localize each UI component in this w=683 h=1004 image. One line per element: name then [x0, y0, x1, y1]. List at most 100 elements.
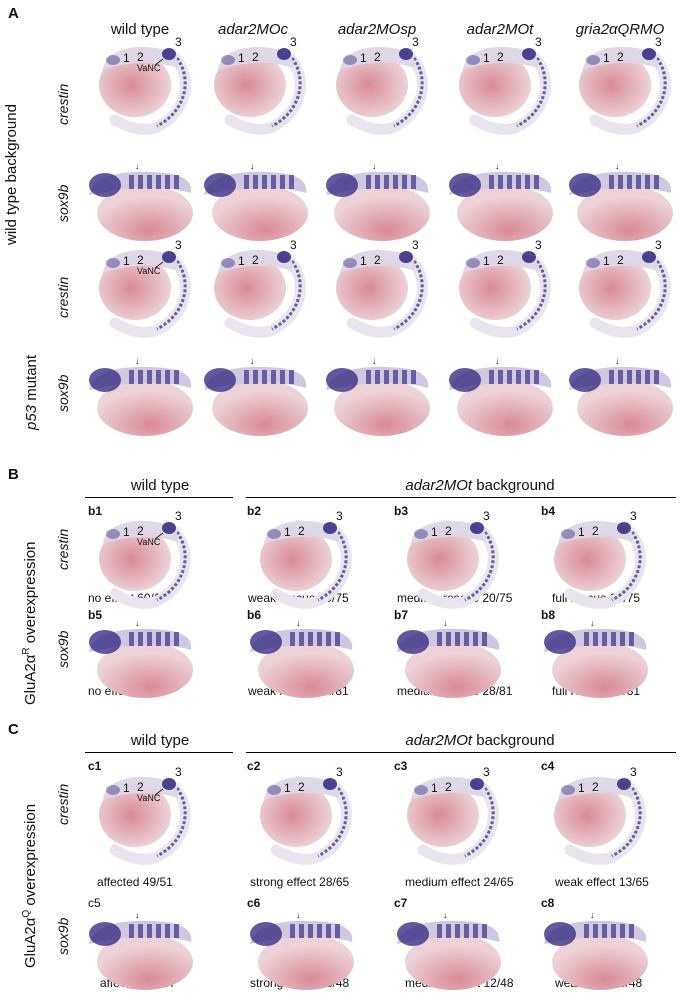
embryo-head: [558, 520, 634, 544]
background-word: background: [472, 477, 555, 494]
embryo-yolk: [212, 380, 308, 436]
embryo-yolk: [260, 783, 332, 847]
stream-label-n3: 3: [535, 238, 542, 252]
stain-somite: [156, 924, 161, 938]
crestin-embryo-image: 1 2 3: [579, 238, 671, 338]
arrow-marker: ↓: [296, 618, 301, 628]
stain-stream-3: [162, 251, 176, 263]
subpanel-b5: b5: [88, 608, 103, 622]
stain-head: [326, 368, 358, 392]
stream-label-n3: 3: [175, 765, 182, 779]
arrow-marker: ↓: [135, 161, 140, 171]
subpanel-b6: b6: [247, 608, 262, 622]
stain-somite: [174, 632, 179, 646]
arrow-marker: ↓: [495, 161, 500, 171]
stain-somite: [411, 370, 416, 384]
stain-somite: [437, 632, 442, 646]
stain-head: [267, 529, 281, 539]
section-c-side-label: GluA2αQ overexpression: [21, 804, 39, 968]
subpanel-b8: b8: [541, 608, 556, 622]
embryo-head: [340, 249, 416, 273]
embryo-yolk: [260, 527, 332, 591]
embryo-yolk: [99, 783, 171, 847]
stain-somite: [611, 632, 616, 646]
stain-somite: [609, 175, 614, 189]
crestin-embryo-image: 1 2 3 VaNC: [99, 765, 191, 865]
stain-somite: [609, 370, 614, 384]
stain-trunk: [516, 260, 547, 331]
embryo-head: [264, 776, 340, 800]
arrow-marker: ↓: [250, 356, 255, 366]
stain-somite: [308, 632, 313, 646]
embryo-head: [103, 776, 179, 800]
embryo-head: [583, 46, 659, 70]
caption-c1: affected 49/51: [97, 875, 173, 889]
stain-somite: [584, 632, 589, 646]
stain-somite: [627, 370, 632, 384]
stain-somite: [516, 370, 521, 384]
stain-trunk: [464, 531, 495, 602]
stream-label-n3: 3: [175, 238, 182, 252]
stain-somite: [253, 175, 258, 189]
subpanel-c1: c1: [88, 759, 102, 773]
arrow-marker: ↓: [615, 161, 620, 171]
stain-trunk: [611, 787, 642, 858]
stain-somite: [620, 924, 625, 938]
stream-label-n2: 2: [252, 253, 259, 267]
crestin-embryo-image: 1 2 3 VaNC: [99, 35, 191, 135]
stain-somite: [289, 370, 294, 384]
embryo-head: [218, 46, 294, 70]
embryo-yolk: [97, 380, 193, 436]
stain-somite: [455, 632, 460, 646]
subpanel-c2: c2: [247, 759, 261, 773]
arrow-marker: ↓: [372, 161, 377, 171]
stain-somite: [489, 175, 494, 189]
panel-label-b: B: [8, 466, 19, 483]
stain-head: [106, 785, 120, 795]
embryo-yolk: [405, 934, 501, 990]
stain-head: [89, 630, 121, 654]
stain-head: [250, 922, 282, 946]
subpanel-c4: c4: [541, 759, 555, 773]
section-c-header-wild-type: wild type: [130, 732, 190, 749]
stain-somite: [446, 924, 451, 938]
stain-somite: [629, 924, 634, 938]
crestin-embryo-image: 1 2 3 VaNC: [99, 238, 191, 338]
stain-somite: [375, 175, 380, 189]
stain-stream-3: [470, 522, 484, 534]
stream-label-n3: 3: [535, 35, 542, 49]
stain-head: [89, 368, 121, 392]
stream-label-n1: 1: [123, 781, 130, 795]
sox9b-embryo-image: ↓: [397, 618, 501, 698]
stain-trunk: [636, 260, 667, 331]
arrow-marker: ↓: [135, 356, 140, 366]
stain-head: [414, 529, 428, 539]
embryo-yolk: [97, 185, 193, 241]
stain-stream-3: [162, 778, 176, 790]
label-superscript: R: [21, 647, 32, 655]
stream-label-n1: 1: [284, 525, 291, 539]
crestin-embryo-image: 1 2 3: [336, 238, 428, 338]
stain-somite: [516, 175, 521, 189]
label-prefix: GluA2α: [22, 917, 39, 968]
stain-somite: [271, 370, 276, 384]
stream-label-n2: 2: [137, 253, 144, 267]
stain-somite: [464, 632, 469, 646]
stain-somite: [473, 924, 478, 938]
stain-head: [221, 258, 235, 268]
embryo-yolk: [99, 256, 171, 320]
vanc-pointer: [154, 261, 164, 269]
stream-label-n2: 2: [445, 524, 452, 538]
p53-gene-name: p53: [23, 404, 40, 430]
stain-somite: [620, 632, 625, 646]
background-label-wild-type: wild type background: [3, 104, 20, 245]
stain-somite: [393, 175, 398, 189]
vanc-label: VaNC: [137, 63, 161, 73]
section-c-row-sox9b: sox9b: [55, 917, 71, 955]
stain-trunk: [393, 57, 424, 128]
stain-trunk: [611, 531, 642, 602]
stain-somite: [147, 370, 152, 384]
stain-somite: [129, 370, 134, 384]
crestin-embryo-image: 1 2 3 VaNC: [99, 509, 191, 609]
stain-head: [204, 368, 236, 392]
